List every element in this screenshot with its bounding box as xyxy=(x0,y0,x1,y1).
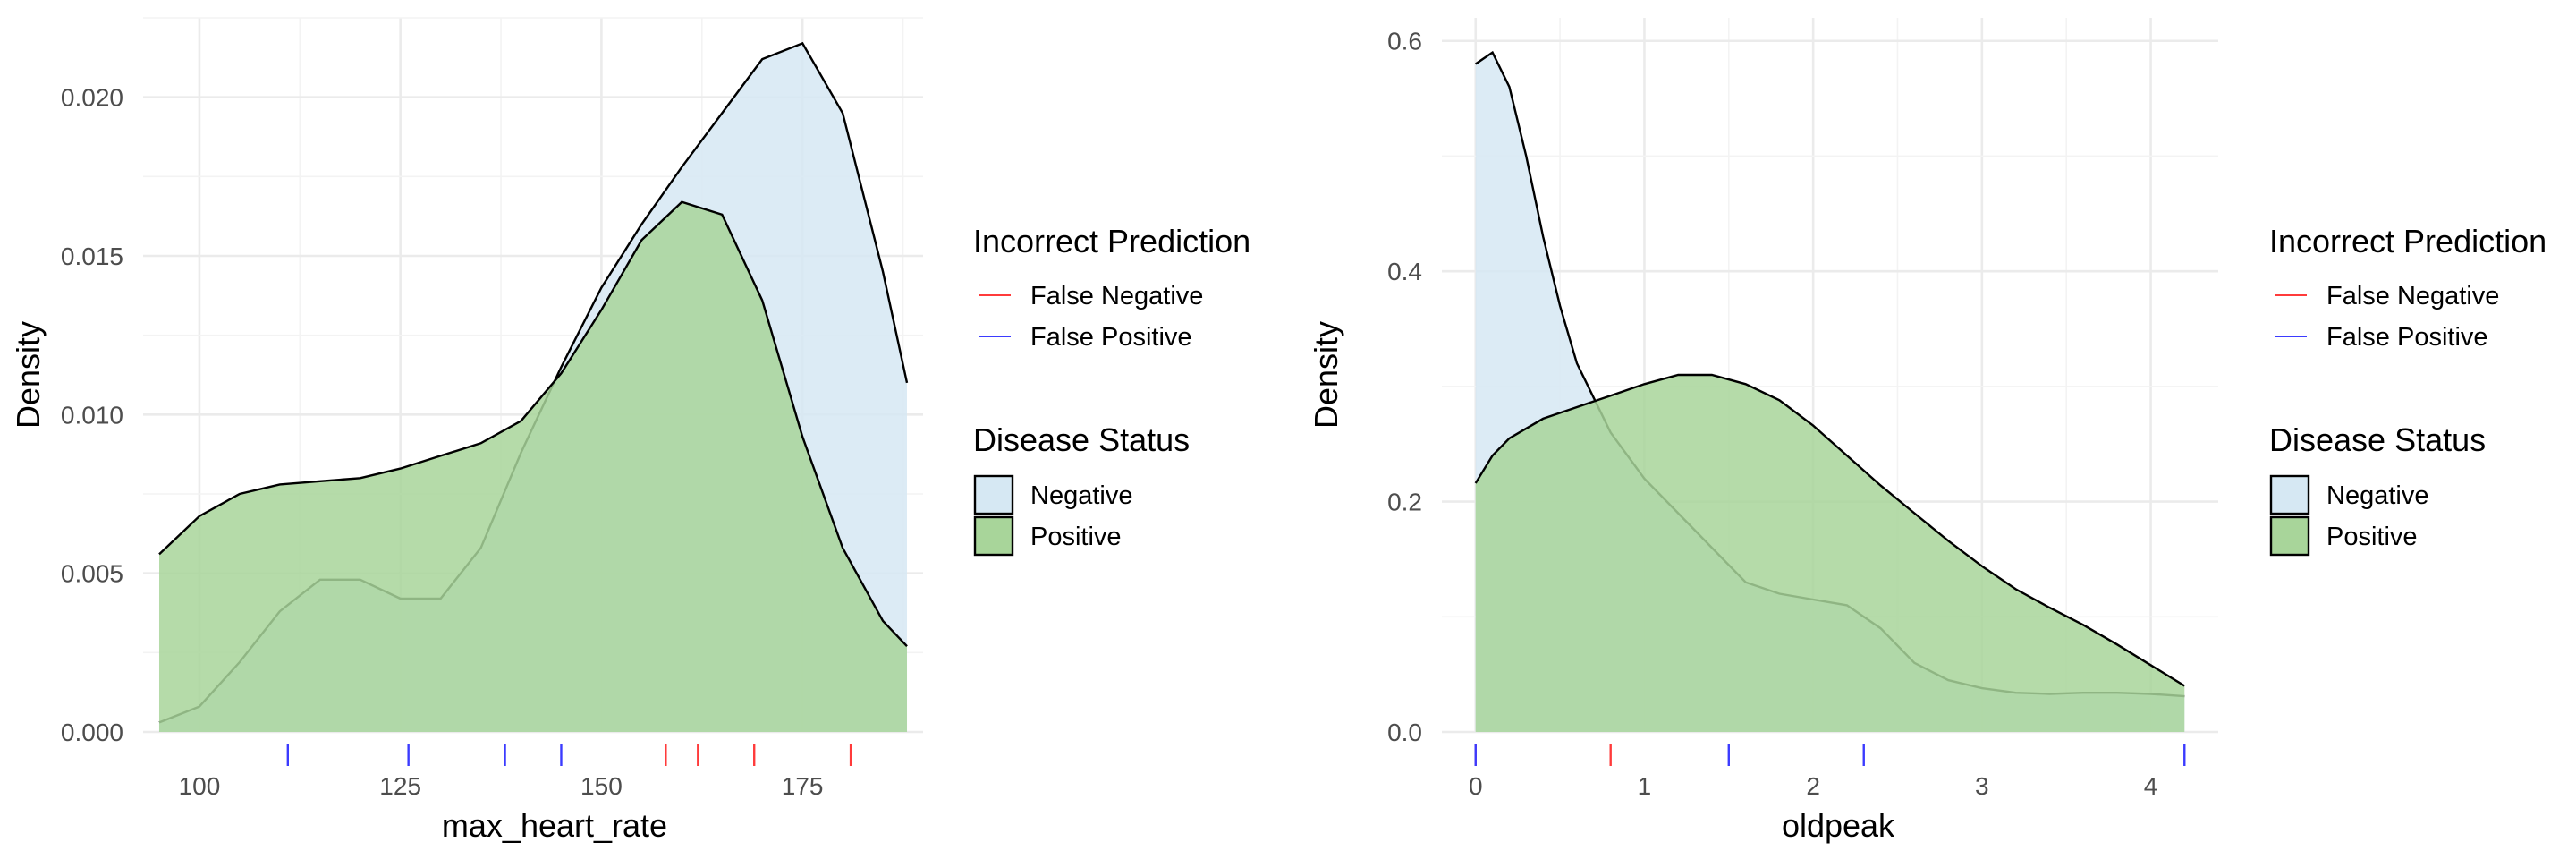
x-tick-label: 4 xyxy=(2144,772,2158,800)
legend-key-swatch xyxy=(973,474,1014,515)
legend-label: Negative xyxy=(1030,481,1132,510)
x-tick-label: 150 xyxy=(580,772,623,800)
legend-key-swatch xyxy=(2269,474,2310,515)
legend-title-disease-status: Disease Status xyxy=(2269,421,2486,458)
legend-title-incorrect-prediction: Incorrect Prediction xyxy=(2269,223,2546,259)
density-line-positive xyxy=(158,200,908,648)
legend-label: False Negative xyxy=(1030,282,1203,310)
x-tick-label: 3 xyxy=(1975,772,1989,800)
y-tick-label: 0.015 xyxy=(61,242,123,270)
legend-label: False Negative xyxy=(2326,282,2499,310)
legend-title-disease-status: Disease Status xyxy=(973,421,1190,458)
y-tick-label: 0.6 xyxy=(1387,28,1422,55)
x-tick-label: 1 xyxy=(1638,772,1652,800)
x-axis-title: max_heart_rate xyxy=(442,807,667,844)
chart-panel-1: 100 125 150 175 0.000 0.005 0.010 0.015 0.020 max… xyxy=(10,17,1250,844)
x-tick-label: 2 xyxy=(1806,772,1820,800)
y-tick-label: 0.4 xyxy=(1387,258,1422,285)
y-axis-title: Density xyxy=(10,321,47,429)
legend: Incorrect Prediction False Negative False … xyxy=(973,223,1250,557)
x-tick-label: 0 xyxy=(1469,772,1483,800)
y-tick-label: 0.020 xyxy=(61,84,123,112)
density-area-positive xyxy=(158,201,908,732)
y-tick-label: 0.005 xyxy=(61,560,123,588)
density-area-positive xyxy=(1475,375,2185,732)
legend-label: False Positive xyxy=(1030,323,1192,352)
y-tick-label: 0.010 xyxy=(61,401,123,429)
y-tick-label: 0.2 xyxy=(1387,489,1422,516)
legend-key-swatch xyxy=(2269,515,2310,557)
legend-key-swatch xyxy=(973,515,1014,557)
y-axis-title: Density xyxy=(1308,321,1344,429)
x-axis-title: oldpeak xyxy=(1782,807,1895,844)
chart-panel-2: 0 1 2 3 4 0.0 0.2 0.4 0.6 oldpeak Density Incorrect… xyxy=(1308,18,2546,844)
legend-title-incorrect-prediction: Incorrect Prediction xyxy=(973,223,1250,259)
legend-label: False Positive xyxy=(2326,323,2488,352)
x-tick-label: 100 xyxy=(179,772,221,800)
y-tick-label: 0.0 xyxy=(1387,719,1422,746)
x-tick-label: 125 xyxy=(379,772,421,800)
density-line-positive xyxy=(1474,373,2185,687)
legend: Incorrect Prediction False Negative False … xyxy=(2269,223,2546,557)
legend-label: Positive xyxy=(2326,523,2418,551)
legend-label: Positive xyxy=(1030,523,1122,551)
x-tick-label: 175 xyxy=(782,772,824,800)
legend-label: Negative xyxy=(2326,481,2428,510)
y-tick-label: 0.000 xyxy=(61,719,123,746)
